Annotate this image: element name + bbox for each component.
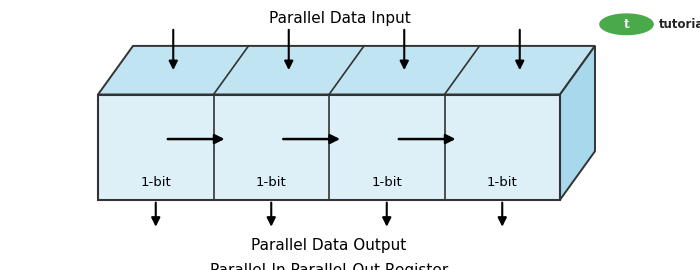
Bar	[214, 94, 329, 200]
Text: t: t	[624, 18, 629, 31]
Circle shape	[600, 14, 653, 35]
Text: 1-bit: 1-bit	[256, 176, 286, 189]
Text: tutorials: tutorials	[659, 18, 700, 31]
Polygon shape	[560, 46, 595, 200]
Text: Parallel-In Parallel-Out Register: Parallel-In Parallel-Out Register	[210, 262, 448, 270]
Text: 1-bit: 1-bit	[372, 176, 402, 189]
Polygon shape	[98, 46, 595, 94]
Bar	[98, 94, 214, 200]
Text: 1-bit: 1-bit	[487, 176, 517, 189]
Bar	[98, 94, 560, 200]
Text: Parallel Data Input: Parallel Data Input	[269, 11, 410, 26]
Text: 1-bit: 1-bit	[141, 176, 171, 189]
Bar	[329, 94, 444, 200]
Text: Parallel Data Output: Parallel Data Output	[251, 238, 407, 253]
Bar	[444, 94, 560, 200]
